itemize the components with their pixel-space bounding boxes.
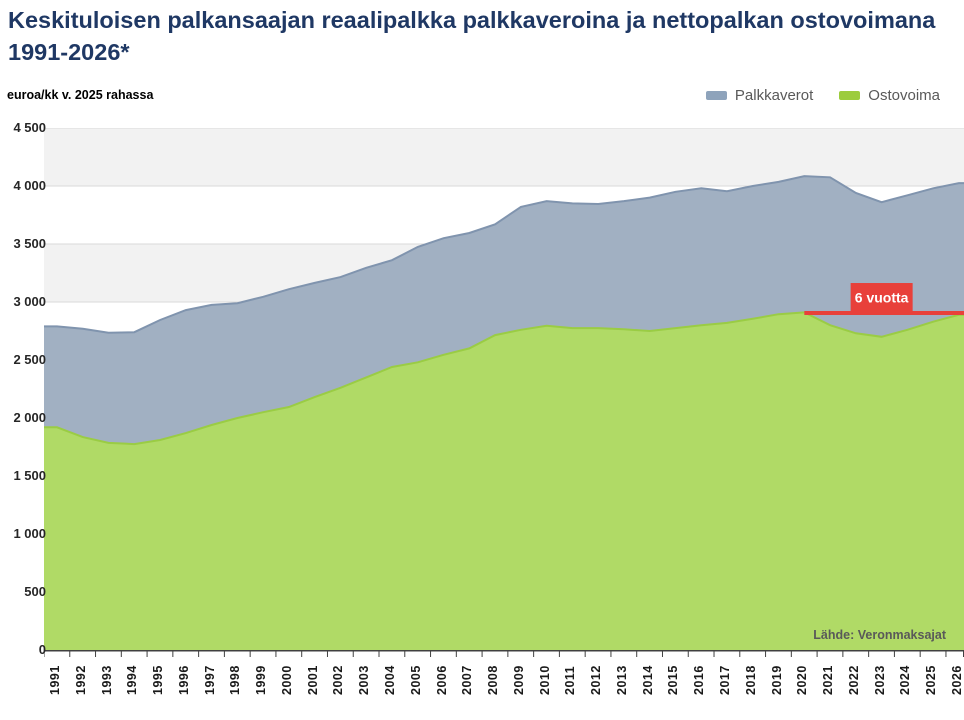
x-axis-label: 1996 xyxy=(176,665,191,695)
y-axis-label: 1 500 xyxy=(13,468,46,483)
x-axis-label: 2021 xyxy=(821,665,836,695)
x-axis-label: 2003 xyxy=(357,665,372,695)
annotation-box xyxy=(850,283,913,312)
x-axis-label: 2009 xyxy=(511,665,526,695)
source-label: Lähde: Veronmaksajat xyxy=(813,628,946,642)
x-axis-label: 2006 xyxy=(434,665,449,695)
y-axis-label: 4 500 xyxy=(13,120,46,135)
ostovoima-top-line xyxy=(44,311,964,446)
x-axis-label: 2016 xyxy=(692,665,707,695)
y-axis-label: 500 xyxy=(24,584,46,599)
y-axis-label: 4 000 xyxy=(13,178,46,193)
legend-item-ostovoima: Ostovoima xyxy=(839,87,940,104)
x-axis-label: 2012 xyxy=(589,665,604,695)
x-axis-label: 2026 xyxy=(949,665,964,695)
legend-item-palkkaverot: Palkkaverot xyxy=(705,87,814,104)
legend-label: Ostovoima xyxy=(868,87,940,104)
chart-title: Keskituloisen palkansaajan reaalipalkka … xyxy=(8,7,936,66)
x-axis-label: 1992 xyxy=(73,665,88,695)
x-axis-label: 2017 xyxy=(718,665,733,695)
y-axis-label: 2 500 xyxy=(13,352,46,367)
palkkaverot-swatch-icon xyxy=(705,91,727,100)
x-axis-label: 1995 xyxy=(151,665,166,695)
y-axis-label: 1 000 xyxy=(13,526,46,541)
stacked-area-plot: 6 vuotta xyxy=(44,128,964,657)
x-axis-label: 2010 xyxy=(537,665,552,695)
ostovoima-area xyxy=(44,312,964,650)
y-axis-label: 0 xyxy=(38,642,46,657)
ostovoima-swatch-icon xyxy=(839,91,861,100)
x-axis-label: 1998 xyxy=(228,665,243,695)
x-axis-label: 2011 xyxy=(563,665,578,695)
x-axis-label: 1991 xyxy=(48,665,62,695)
annotation-label: 6 vuotta xyxy=(855,290,909,306)
palkkaverot-top-line xyxy=(44,175,964,334)
y-axis-label: 3 500 xyxy=(13,236,46,251)
x-axis-label: 1997 xyxy=(202,665,217,695)
x-axis-label: 2005 xyxy=(408,665,423,695)
legend-label: Palkkaverot xyxy=(734,87,814,104)
x-axis-label: 2025 xyxy=(924,665,939,695)
x-axis-label: 2022 xyxy=(846,665,861,695)
x-axis-label: 2019 xyxy=(769,665,784,695)
x-axis-label: 2023 xyxy=(872,665,887,695)
y-axis-unit-label: euroa/kk v. 2025 rahassa xyxy=(7,88,154,102)
x-axis-label: 1999 xyxy=(254,665,269,695)
x-axis-label: 2004 xyxy=(383,665,397,695)
x-axis-label: 2014 xyxy=(640,665,655,695)
x-axis-label: 2024 xyxy=(898,665,913,695)
palkkaverot-area xyxy=(44,176,964,445)
x-axis-label: 2015 xyxy=(666,665,681,695)
x-axis-label: 2018 xyxy=(743,665,758,695)
legend: Palkkaverot Ostovoima xyxy=(705,87,940,104)
x-axis-label: 2020 xyxy=(795,665,810,695)
y-axis-label: 2 000 xyxy=(13,410,46,425)
y-axis-label: 3 000 xyxy=(13,294,46,309)
x-axis-label: 2001 xyxy=(305,665,320,695)
x-axis-label: 2013 xyxy=(614,665,629,695)
x-axis-label: 2007 xyxy=(460,665,475,695)
x-axis-label: 1994 xyxy=(125,665,140,695)
x-axis-label: 2002 xyxy=(331,665,346,695)
x-axis-label: 2008 xyxy=(486,665,501,695)
x-axis-label: 1993 xyxy=(99,665,114,695)
x-axis-label: 2000 xyxy=(279,665,294,695)
